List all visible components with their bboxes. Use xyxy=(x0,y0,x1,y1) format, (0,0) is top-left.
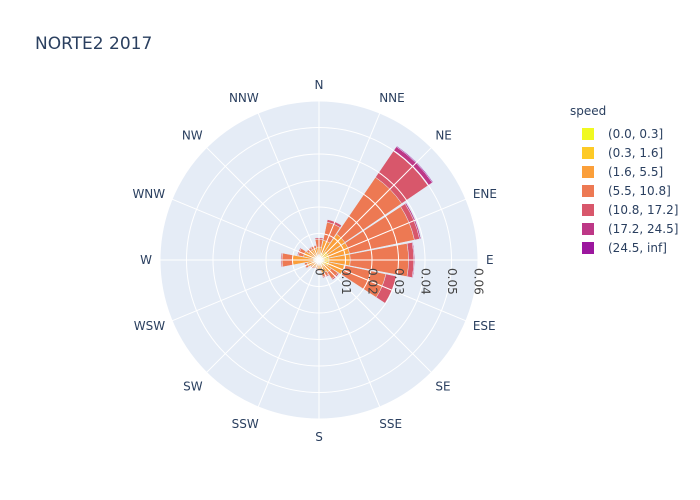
bar-ne-series-6[interactable] xyxy=(396,145,434,183)
legend-label: (5.5, 10.8] xyxy=(608,183,671,198)
angular-tick-label-wnw: WNW xyxy=(132,187,165,201)
angular-gridline xyxy=(318,147,432,261)
legend-item[interactable]: (10.8, 17.2] xyxy=(582,200,678,219)
angular-tick-label-nne: NNE xyxy=(379,91,405,105)
legend-swatch xyxy=(582,222,594,235)
angular-tick-label-ne: NE xyxy=(435,129,452,143)
angular-tick-label-wsw: WSW xyxy=(134,319,165,333)
angular-tick-label-ene: ENE xyxy=(473,187,497,201)
legend-label: (17.2, 24.5] xyxy=(608,221,679,236)
angular-gridline xyxy=(318,198,467,261)
legend: speed (0.0, 0.3] (0.3, 1.6] (1.6, 5.5] (5.5… xyxy=(570,104,678,257)
legend-label: (1.6, 5.5] xyxy=(608,164,664,179)
angular-gridline xyxy=(257,112,320,261)
angular-tick-label-se: SE xyxy=(435,379,450,393)
radial-tick-label: 0.05 xyxy=(445,268,459,295)
angular-gridline xyxy=(257,259,320,408)
legend-title: speed xyxy=(570,104,607,118)
legend-swatch xyxy=(582,127,594,140)
radial-tick-label: 0.04 xyxy=(419,268,433,295)
legend-swatch xyxy=(582,165,594,178)
legend-item[interactable]: (0.3, 1.6] xyxy=(582,143,678,162)
angular-gridline xyxy=(206,147,320,261)
angular-gridline xyxy=(318,259,381,408)
bar-ene-series-5[interactable] xyxy=(404,202,422,240)
legend-label: (0.0, 0.3] xyxy=(608,126,664,141)
radial-tick-label: 0.03 xyxy=(392,268,406,295)
legend-item[interactable]: (24.5, inf] xyxy=(582,238,678,257)
legend-label: (24.5, inf] xyxy=(608,240,667,255)
legend-swatch xyxy=(582,203,594,216)
angular-tick-label-sse: SSE xyxy=(379,417,402,431)
legend-swatch xyxy=(582,146,594,159)
legend-item[interactable]: (5.5, 10.8] xyxy=(582,181,678,200)
chart-title: NORTE2 2017 xyxy=(35,34,153,54)
radial-tick-label: 0.01 xyxy=(339,268,353,295)
legend-item[interactable]: (1.6, 5.5] xyxy=(582,162,678,181)
angular-gridline xyxy=(171,198,320,261)
legend-item[interactable]: (0.0, 0.3] xyxy=(582,124,678,143)
angular-tick-label-nw: NW xyxy=(182,129,203,143)
angular-tick-label-nnw: NNW xyxy=(229,91,259,105)
legend-swatch xyxy=(582,184,594,197)
angular-gridline xyxy=(318,259,432,373)
angular-tick-label-n: N xyxy=(315,78,324,92)
legend-label: (10.8, 17.2] xyxy=(608,202,679,217)
bar-e-series-5[interactable] xyxy=(411,241,415,279)
angular-tick-label-e: E xyxy=(486,253,494,267)
legend-swatch xyxy=(582,241,594,254)
angular-gridline xyxy=(318,112,381,261)
angular-tick-label-ese: ESE xyxy=(473,319,496,333)
angular-tick-label-ssw: SSW xyxy=(232,417,259,431)
radial-tick-label: 0.02 xyxy=(366,268,380,295)
radial-tick-label: 0 xyxy=(313,268,327,276)
angular-tick-label-sw: SW xyxy=(183,379,203,393)
angular-tick-label-s: S xyxy=(315,430,323,444)
angular-gridline xyxy=(171,259,320,322)
angular-gridline xyxy=(318,259,467,322)
angular-tick-label-w: W xyxy=(140,253,152,267)
radial-tick-label: 0.06 xyxy=(472,268,486,295)
legend-label: (0.3, 1.6] xyxy=(608,145,664,160)
legend-item[interactable]: (17.2, 24.5] xyxy=(582,219,678,238)
angular-gridline xyxy=(206,259,320,373)
